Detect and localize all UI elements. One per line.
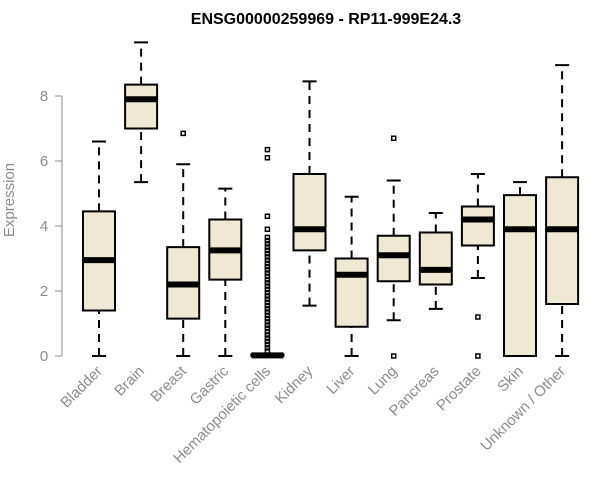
y-axis-label: Expression [1, 163, 18, 237]
y-tick-label: 0 [40, 348, 48, 365]
box-iqr [503, 194, 537, 357]
chart-title: ENSG00000259969 - RP11-999E24.3 [191, 11, 462, 28]
y-tick-label: 8 [40, 88, 48, 105]
y-tick-label: 6 [40, 153, 48, 170]
x-tick-label: Bladder [57, 363, 106, 412]
box-group [334, 195, 369, 357]
box-group [82, 140, 116, 357]
x-tick-label: Liver [323, 363, 358, 398]
box-group [166, 130, 201, 357]
box-group [418, 212, 453, 310]
box-iqr [124, 83, 159, 130]
box-iqr [292, 173, 327, 252]
outlier-point [475, 353, 481, 359]
x-tick-label: Breast [147, 362, 190, 405]
box-group [460, 173, 495, 359]
box-group [250, 146, 285, 359]
box-group [292, 80, 327, 307]
y-tick-label: 2 [40, 283, 48, 300]
x-tick-label: Lung [365, 363, 401, 399]
outlier-point [180, 130, 186, 137]
outlier-point [264, 155, 271, 161]
x-tick-label: Skin [494, 363, 527, 396]
box-group [503, 181, 537, 357]
outlier-point [264, 234, 271, 241]
x-tick-label: Brain [111, 363, 148, 400]
y-tick-label: 4 [40, 218, 48, 235]
boxes [82, 41, 580, 359]
outlier-point [390, 135, 397, 141]
box-group [376, 135, 411, 359]
outlier-point [264, 213, 271, 219]
box-group [545, 64, 580, 357]
box-iqr [376, 234, 411, 283]
outlier-point [264, 146, 271, 153]
box-group [208, 187, 243, 357]
x-tick-label: Kidney [272, 362, 317, 407]
y-axis: 0 2 4 6 8 [40, 88, 63, 365]
box-iqr [460, 205, 495, 247]
x-tick-label: Prostate [433, 363, 485, 415]
box-iqr [418, 231, 453, 286]
box-iqr [334, 257, 369, 328]
outlier-point [475, 314, 481, 320]
outlier-point [264, 226, 271, 232]
box-group [124, 41, 159, 184]
box-iqr [545, 176, 580, 305]
outlier-point [390, 353, 397, 359]
